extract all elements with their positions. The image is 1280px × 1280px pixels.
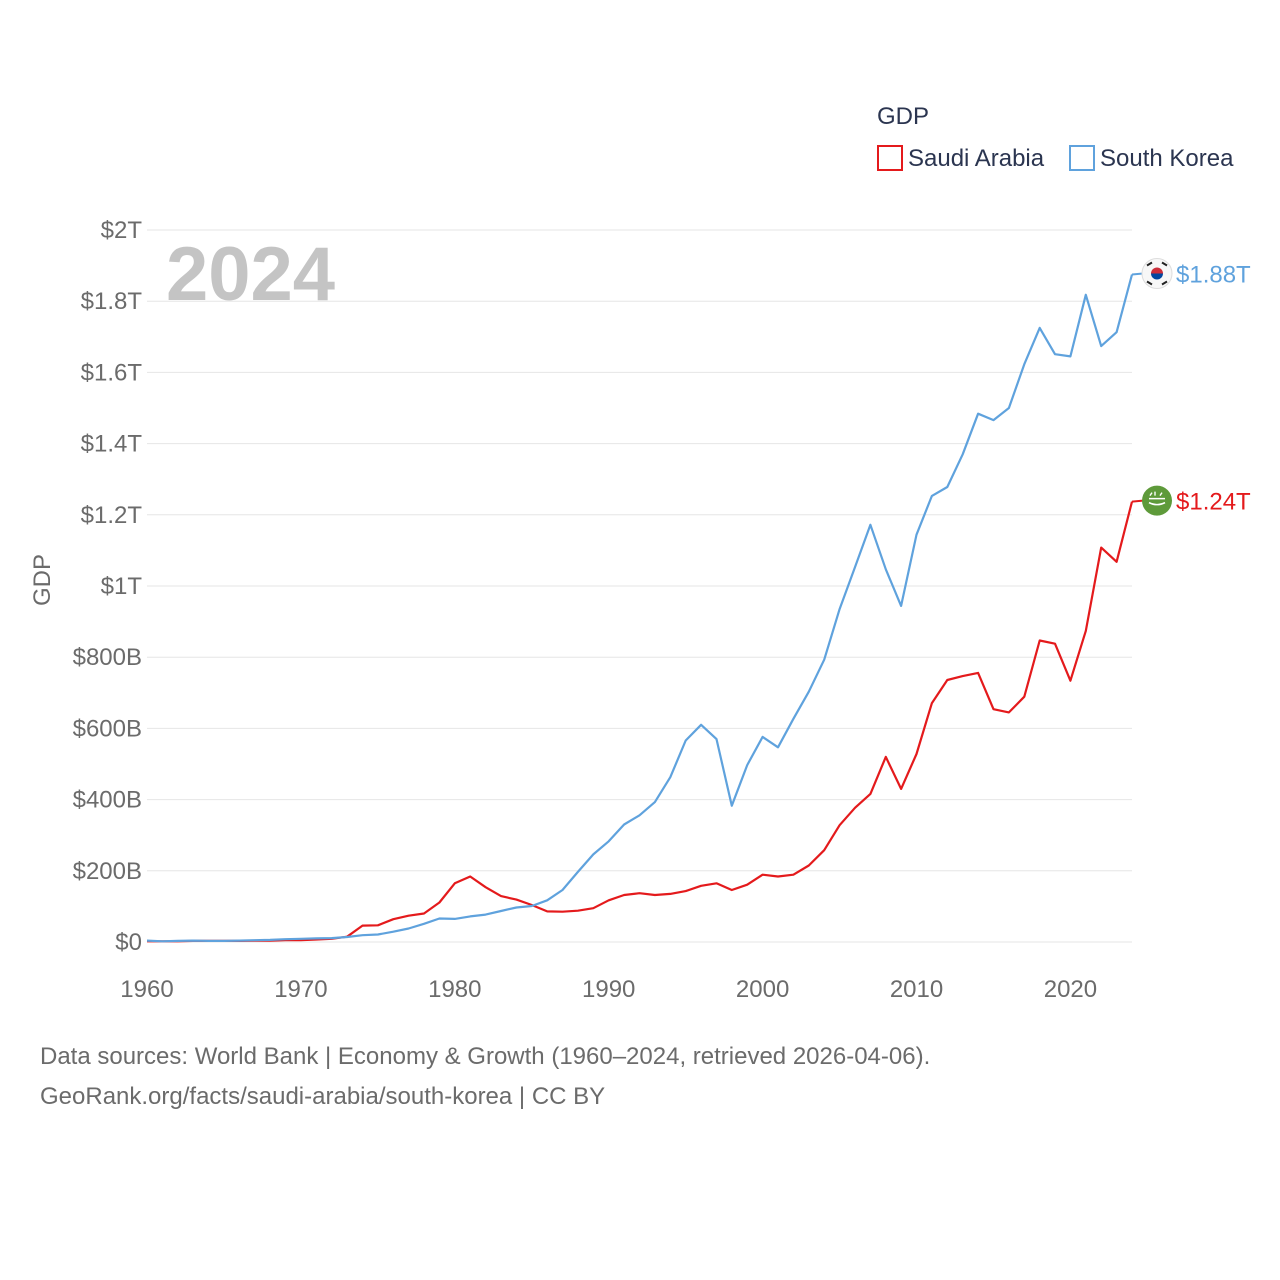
- y-tick-label: $1.2T: [81, 502, 143, 529]
- source-line-2[interactable]: GeoRank.org/facts/saudi-arabia/south-kor…: [40, 1083, 606, 1110]
- y-tick-label: $1.6T: [81, 359, 143, 386]
- legend-title: GDP: [877, 103, 929, 130]
- x-tick-label: 1960: [120, 976, 173, 1003]
- x-tick-label: 1980: [428, 976, 481, 1003]
- y-tick-label: $1.4T: [81, 431, 143, 458]
- current-year-watermark: 2024: [166, 232, 335, 317]
- y-tick-label: $2T: [101, 217, 143, 244]
- grid-layer: [147, 229, 1132, 943]
- x-tick-label: 2010: [890, 976, 943, 1003]
- end-label-south-korea: $1.88T: [1176, 262, 1251, 289]
- y-axis-ticks: $0 $200B $400B $600B $800B $1T $1.2T $1.4T $1.6T…: [73, 217, 143, 956]
- south-korea-flag-icon: [1141, 258, 1173, 289]
- end-labels: $1.24T $1.88T: [1131, 258, 1251, 516]
- source-line-1: Data sources: World Bank | Economy & Gro…: [40, 1043, 931, 1070]
- series-line-south-korea[interactable]: [146, 274, 1134, 943]
- y-tick-label: $400B: [73, 787, 142, 814]
- series-line-saudi-arabia[interactable]: [147, 501, 1134, 943]
- legend-item-south-korea[interactable]: South Korea: [1069, 145, 1234, 172]
- x-tick-label: 1970: [274, 976, 327, 1003]
- y-tick-label: $0: [115, 929, 142, 956]
- x-axis-ticks: 1960 1970 1980 1990 2000 2010 2020: [120, 976, 1097, 1003]
- legend-swatch-south-korea: [1069, 145, 1095, 171]
- y-tick-label: $200B: [73, 858, 142, 885]
- legend: GDP Saudi Arabia South Korea: [877, 103, 1234, 172]
- y-tick-label: $1.8T: [81, 288, 143, 315]
- end-connector-south-korea: [1131, 272, 1144, 276]
- y-tick-label: $800B: [73, 644, 142, 671]
- legend-swatch-saudi-arabia: [877, 145, 903, 171]
- legend-label-saudi-arabia: Saudi Arabia: [908, 145, 1045, 172]
- x-tick-label: 1990: [582, 976, 635, 1003]
- y-axis-title: GDP: [29, 554, 56, 606]
- x-tick-label: 2000: [736, 976, 789, 1003]
- x-tick-label: 2020: [1044, 976, 1097, 1003]
- y-tick-label: $600B: [73, 715, 142, 742]
- legend-label-south-korea: South Korea: [1100, 145, 1234, 172]
- series-layer: [146, 274, 1134, 943]
- gdp-line-chart: $0 $200B $400B $600B $800B $1T $1.2T $1.4T $1.6T…: [29, 103, 1251, 1003]
- legend-item-saudi-arabia[interactable]: Saudi Arabia: [877, 145, 1045, 172]
- end-label-saudi-arabia: $1.24T: [1176, 489, 1251, 516]
- saudi-arabia-flag-icon: [1142, 485, 1172, 516]
- y-tick-label: $1T: [101, 573, 143, 600]
- end-connector-saudi-arabia: [1131, 499, 1144, 503]
